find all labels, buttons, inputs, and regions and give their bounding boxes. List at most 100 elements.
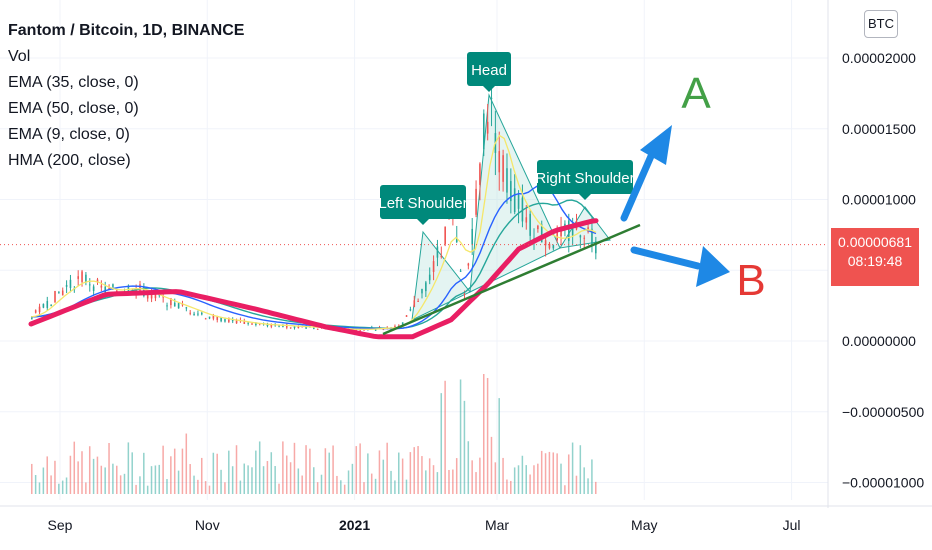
- annotation-box: [467, 52, 511, 86]
- volume-bar: [216, 453, 218, 494]
- volume-bar: [591, 459, 593, 494]
- candle-body: [583, 237, 586, 239]
- candle-body: [510, 181, 512, 202]
- x-tick-label: Sep: [48, 517, 73, 533]
- volume-bar: [212, 452, 215, 494]
- candle-body: [405, 315, 408, 317]
- volume-bar: [595, 481, 597, 494]
- volume-bar: [374, 478, 377, 494]
- volume-bar: [320, 474, 323, 494]
- candle-body: [193, 313, 195, 316]
- volume-bar: [100, 465, 103, 494]
- volume-bar: [239, 480, 242, 494]
- volume-bar: [185, 433, 188, 494]
- annotation-label: Head: [471, 62, 507, 79]
- candle-body: [498, 151, 501, 173]
- candle-body: [197, 313, 199, 315]
- candle-body: [409, 309, 412, 311]
- candle-body: [548, 243, 551, 249]
- candle-body: [502, 155, 504, 182]
- arrow-up-head: [640, 125, 672, 165]
- volume-bar: [282, 441, 284, 494]
- volume-bar: [571, 442, 574, 494]
- volume-bar: [316, 482, 319, 494]
- y-tick-label: 0.00001500: [842, 121, 916, 137]
- volume-bar: [204, 481, 207, 494]
- volume-bar: [440, 393, 443, 494]
- legend-item-volume[interactable]: Vol: [8, 48, 31, 65]
- legend-item-ema50[interactable]: EMA (50, close, 0): [8, 100, 139, 117]
- candle-body: [289, 327, 292, 329]
- candle-body: [251, 323, 253, 325]
- volume-bar: [162, 445, 164, 494]
- legend-item-hma200[interactable]: HMA (200, close): [8, 152, 131, 169]
- annotation-right-shoulder: Right Shoulder: [535, 160, 635, 200]
- volume-bar: [197, 479, 199, 494]
- volume-bar: [567, 454, 570, 494]
- volume-bar: [135, 484, 137, 494]
- volume-bar: [502, 457, 504, 494]
- volume-bar: [471, 460, 473, 494]
- volume-bar: [297, 468, 300, 494]
- hma200-line: [28, 218, 599, 340]
- volume-bar: [529, 474, 531, 494]
- volume-bar: [305, 445, 307, 494]
- volume-bar: [448, 469, 450, 494]
- x-tick-label: Nov: [195, 517, 220, 533]
- volume-bar: [560, 463, 562, 494]
- volume-bar: [193, 475, 195, 494]
- volume-bar: [116, 465, 118, 494]
- candle-body: [42, 303, 45, 308]
- volume-bar: [343, 484, 346, 494]
- legend-item-ema35[interactable]: EMA (35, close, 0): [8, 74, 139, 91]
- volume-bar: [390, 470, 392, 494]
- volume-bar: [540, 450, 543, 494]
- currency-button[interactable]: BTC: [864, 10, 898, 38]
- candle-body: [139, 284, 141, 292]
- candle-body: [282, 325, 284, 327]
- volume-bar: [34, 475, 37, 494]
- legend-item-ema9[interactable]: EMA (9, close, 0): [8, 126, 130, 143]
- volume-bar: [208, 485, 211, 494]
- candle-body: [475, 188, 477, 215]
- last-price-badge: 0.00000681 08:19:48: [831, 228, 919, 286]
- candle-body: [297, 325, 300, 329]
- candle-body: [459, 270, 462, 272]
- volume-bar: [351, 463, 354, 494]
- candle-body: [150, 293, 153, 299]
- candle-body: [455, 237, 458, 243]
- arrow-up-shaft: [620, 143, 659, 222]
- volume-bar: [428, 458, 431, 494]
- neckline-trendline: [0, 223, 828, 336]
- candle-body: [401, 322, 404, 325]
- candle-body: [537, 225, 539, 230]
- candle-body: [96, 279, 99, 283]
- volume-bar: [486, 377, 489, 494]
- price-axis: 0.000020000.000015000.000010000.00000500…: [842, 50, 924, 491]
- volume-bar: [112, 463, 114, 494]
- volume-bar: [293, 442, 296, 494]
- volume-bar: [548, 451, 551, 494]
- candle-body: [31, 316, 33, 320]
- volume-bar: [139, 476, 141, 494]
- candle-body: [428, 274, 431, 281]
- volume-bar: [270, 452, 273, 494]
- volume-bar: [301, 475, 303, 494]
- volume-bar: [482, 374, 485, 494]
- volume-bar: [127, 442, 130, 494]
- volume-bar: [285, 455, 288, 494]
- volume-bar: [146, 485, 149, 494]
- candle-body: [88, 284, 91, 286]
- volume-bar: [181, 448, 184, 494]
- volume-bar: [363, 482, 365, 494]
- candle-body: [394, 326, 396, 328]
- volume-bar: [417, 446, 419, 494]
- candle-body: [200, 312, 203, 315]
- volume-bar: [513, 467, 516, 494]
- y-tick-label: 0.00000000: [842, 333, 916, 349]
- candle-body: [421, 288, 423, 294]
- volume-bar: [421, 456, 423, 494]
- volume-bar: [367, 453, 369, 494]
- volume-bar: [85, 482, 87, 494]
